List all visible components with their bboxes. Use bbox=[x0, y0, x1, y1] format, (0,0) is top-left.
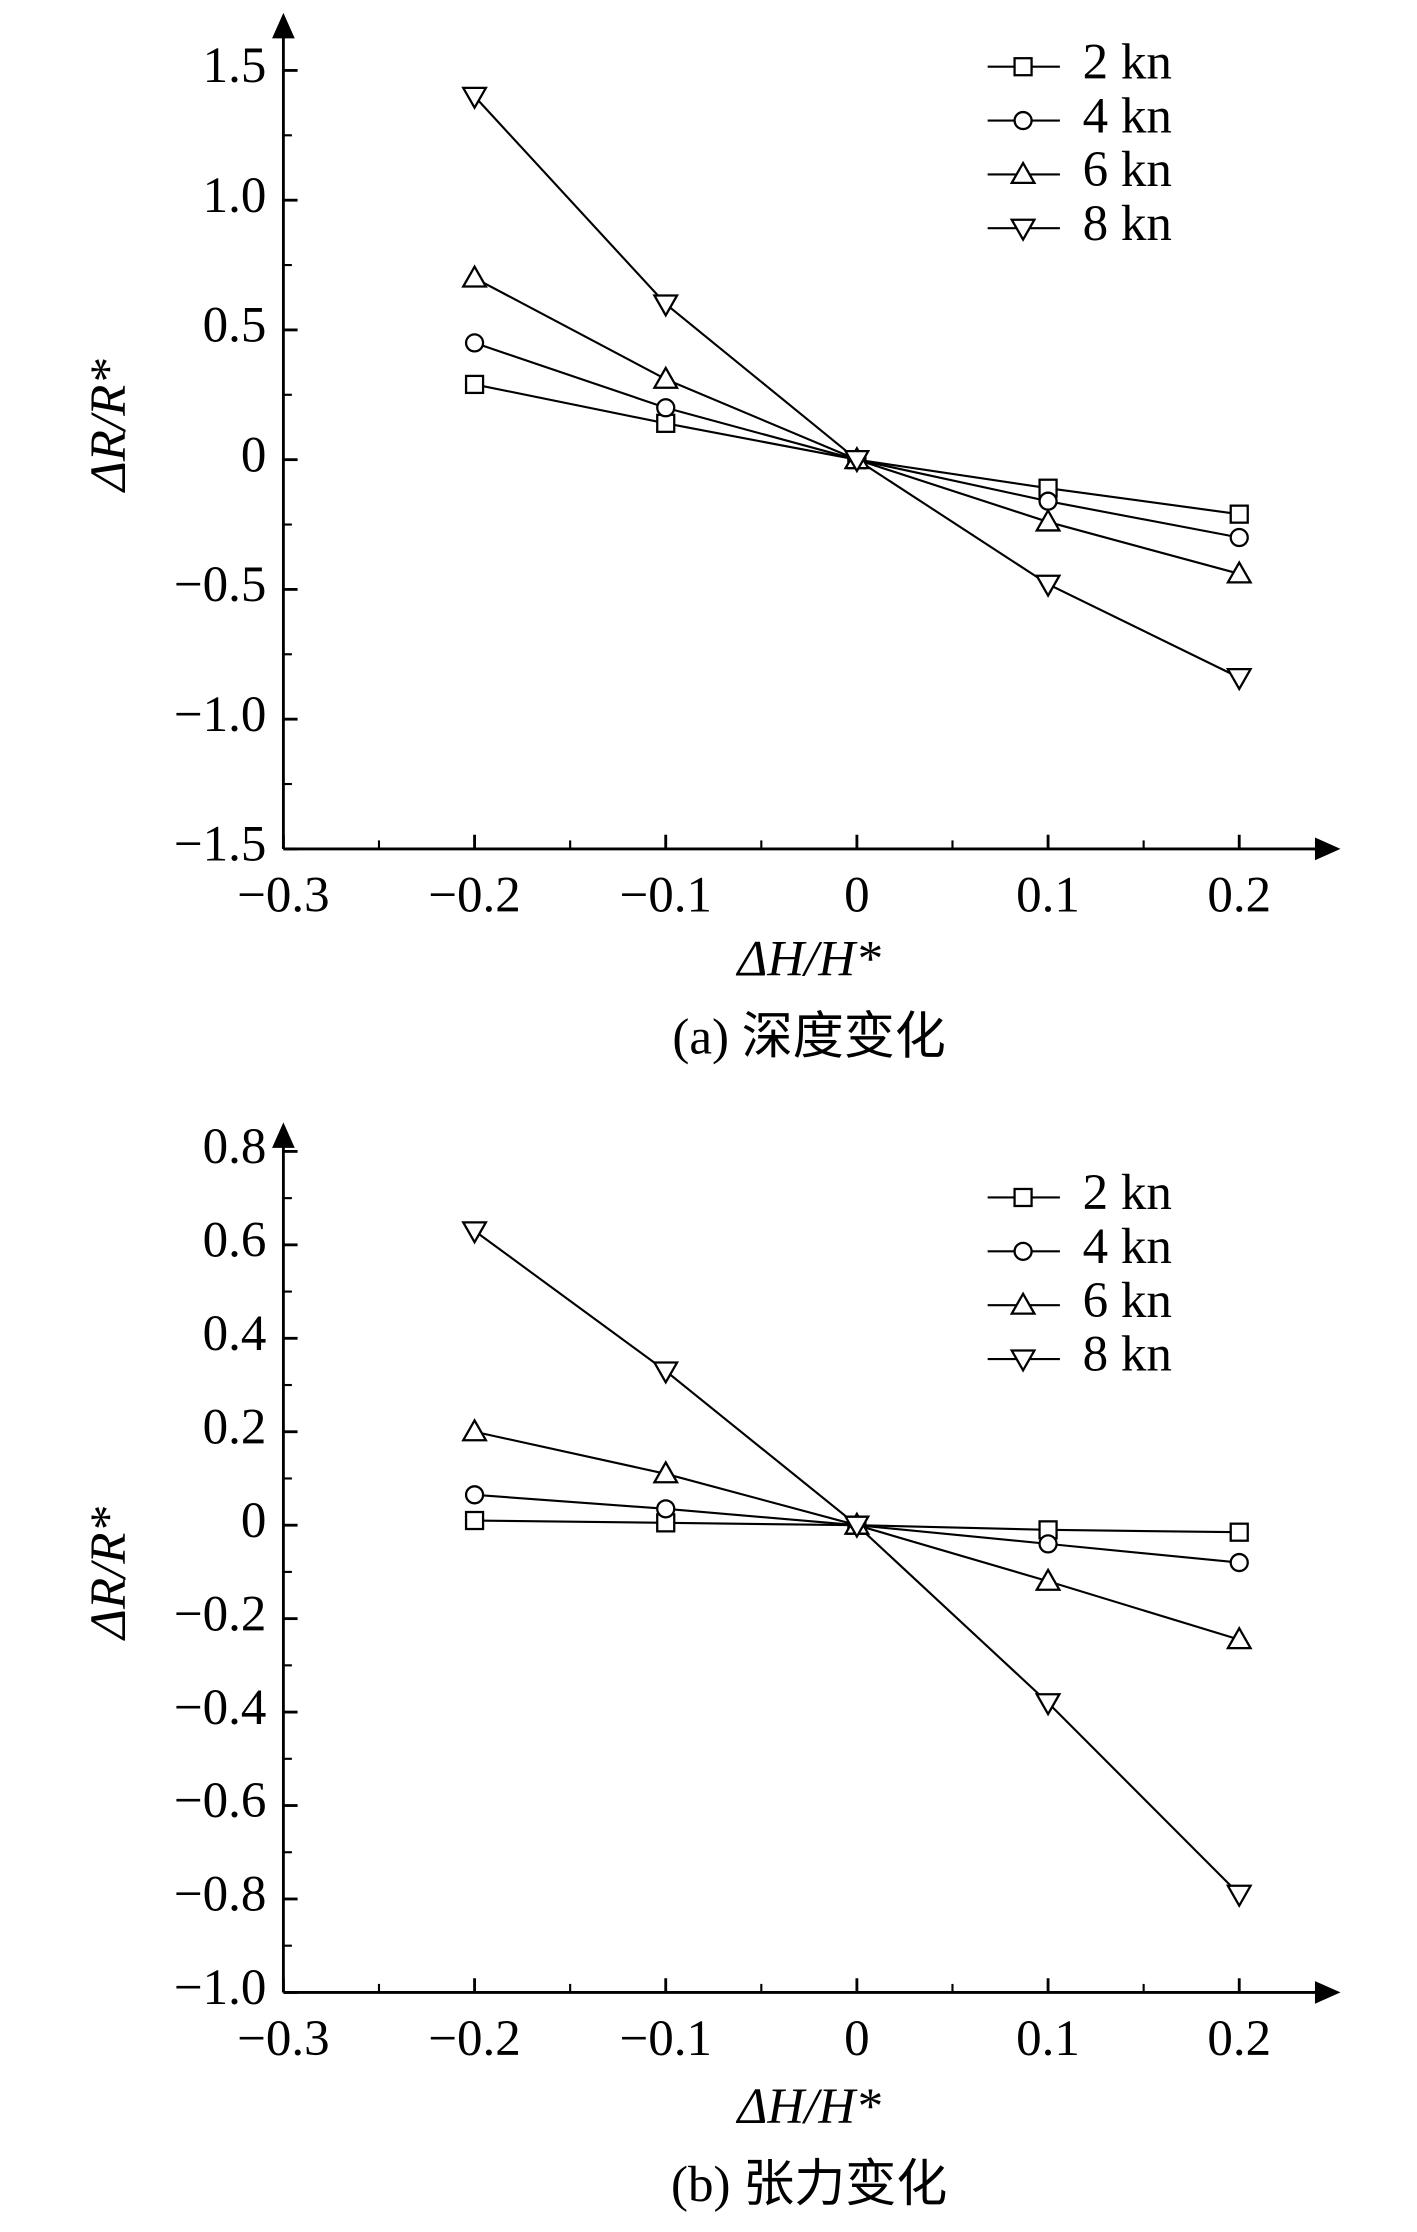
y-tick-label: −0.4 bbox=[174, 1680, 267, 1736]
legend-marker bbox=[1013, 110, 1033, 131]
legend-label: 8 kn bbox=[1083, 196, 1172, 252]
y-tick-label: 1.0 bbox=[203, 168, 267, 224]
caption: (b) 张力变化 bbox=[671, 2157, 947, 2213]
legend-marker bbox=[1013, 1187, 1033, 1208]
data-point bbox=[1034, 1693, 1062, 1717]
legend-label: 6 kn bbox=[1083, 142, 1172, 198]
y-tick-label: 0.5 bbox=[203, 298, 267, 354]
x-tick-label: −0.2 bbox=[428, 868, 521, 924]
y-tick-label: 0.4 bbox=[203, 1306, 267, 1362]
data-point bbox=[1034, 574, 1062, 598]
legend-label: 6 kn bbox=[1083, 1273, 1172, 1329]
data-point bbox=[464, 1510, 485, 1531]
data-point bbox=[1229, 1522, 1249, 1542]
data-point bbox=[461, 86, 488, 111]
data-point bbox=[1034, 1567, 1062, 1591]
data-point bbox=[656, 398, 676, 418]
x-tick-label: −0.1 bbox=[619, 868, 712, 924]
data-point bbox=[464, 374, 485, 395]
legend-label: 2 kn bbox=[1083, 34, 1172, 90]
data-point bbox=[1034, 508, 1062, 532]
x-tick-label: 0.2 bbox=[1207, 868, 1271, 924]
y-tick-label: −0.8 bbox=[174, 1867, 267, 1923]
legend-label: 8 kn bbox=[1083, 1327, 1172, 1383]
y-tick-label: −0.2 bbox=[174, 1586, 267, 1642]
legend-marker bbox=[1009, 160, 1037, 185]
x-tick-label: 0.1 bbox=[1016, 2011, 1080, 2067]
data-point bbox=[1229, 527, 1249, 548]
y-tick-label: −0.6 bbox=[174, 1773, 267, 1829]
y-tick-label: 0.8 bbox=[203, 1119, 267, 1175]
series-line bbox=[474, 277, 1240, 575]
y-axis-title: ΔR/R* bbox=[81, 359, 137, 493]
data-point bbox=[1229, 504, 1249, 524]
data-point bbox=[1225, 1626, 1253, 1650]
y-tick-label: −1.0 bbox=[174, 687, 267, 743]
x-tick-label: −0.2 bbox=[428, 2011, 521, 2067]
y-axis-arrow bbox=[272, 12, 295, 39]
data-point bbox=[461, 264, 488, 288]
y-tick-label: −0.5 bbox=[174, 557, 267, 613]
data-point bbox=[464, 333, 485, 353]
x-tick-label: −0.1 bbox=[619, 2011, 712, 2067]
data-point bbox=[1225, 1884, 1253, 1908]
x-axis-arrow bbox=[1314, 1981, 1341, 2004]
legend-marker bbox=[1009, 1349, 1037, 1373]
x-tick-label: 0 bbox=[844, 868, 870, 924]
x-tick-label: −0.3 bbox=[237, 868, 330, 924]
legend-marker bbox=[1013, 57, 1033, 77]
y-tick-label: 0.2 bbox=[203, 1399, 267, 1455]
x-axis-arrow bbox=[1314, 837, 1341, 861]
y-tick-label: 0 bbox=[241, 427, 266, 483]
data-point bbox=[461, 1221, 488, 1245]
legend-marker bbox=[1013, 1241, 1033, 1261]
x-tick-label: 0 bbox=[844, 2011, 870, 2067]
x-tick-label: −0.3 bbox=[237, 2011, 330, 2067]
legend-marker bbox=[1009, 1291, 1037, 1315]
legend-label: 4 kn bbox=[1083, 1219, 1172, 1275]
data-point bbox=[652, 365, 680, 389]
y-tick-label: 0 bbox=[241, 1493, 266, 1549]
data-point bbox=[1038, 491, 1058, 511]
legend-marker bbox=[1009, 218, 1037, 242]
x-axis-title: ΔH/H* bbox=[735, 931, 881, 987]
data-point bbox=[656, 1499, 676, 1519]
x-axis-title: ΔH/H* bbox=[735, 2079, 881, 2135]
data-point bbox=[652, 1361, 680, 1385]
data-point bbox=[652, 1460, 680, 1484]
data-point bbox=[843, 450, 871, 474]
y-axis-title: ΔR/R* bbox=[81, 1507, 137, 1641]
data-point bbox=[1225, 560, 1253, 584]
data-point bbox=[464, 1485, 485, 1505]
x-tick-label: 0.1 bbox=[1016, 868, 1080, 924]
y-axis-arrow bbox=[272, 1122, 295, 1148]
y-tick-label: −1.0 bbox=[174, 1960, 267, 2016]
data-point bbox=[1225, 667, 1253, 692]
data-point bbox=[843, 1515, 871, 1539]
data-point bbox=[1229, 1552, 1249, 1573]
y-tick-label: 1.5 bbox=[203, 38, 267, 94]
caption: (a) 深度变化 bbox=[672, 1009, 945, 1065]
x-tick-label: 0.2 bbox=[1207, 2011, 1271, 2067]
series-line bbox=[474, 341, 1240, 539]
legend-label: 2 kn bbox=[1083, 1165, 1172, 1221]
legend-label: 4 kn bbox=[1083, 88, 1172, 144]
y-tick-label: 0.6 bbox=[203, 1213, 267, 1269]
y-tick-label: −1.5 bbox=[174, 817, 267, 873]
data-point bbox=[652, 294, 680, 318]
data-point bbox=[1038, 1534, 1058, 1554]
data-point bbox=[461, 1418, 488, 1442]
